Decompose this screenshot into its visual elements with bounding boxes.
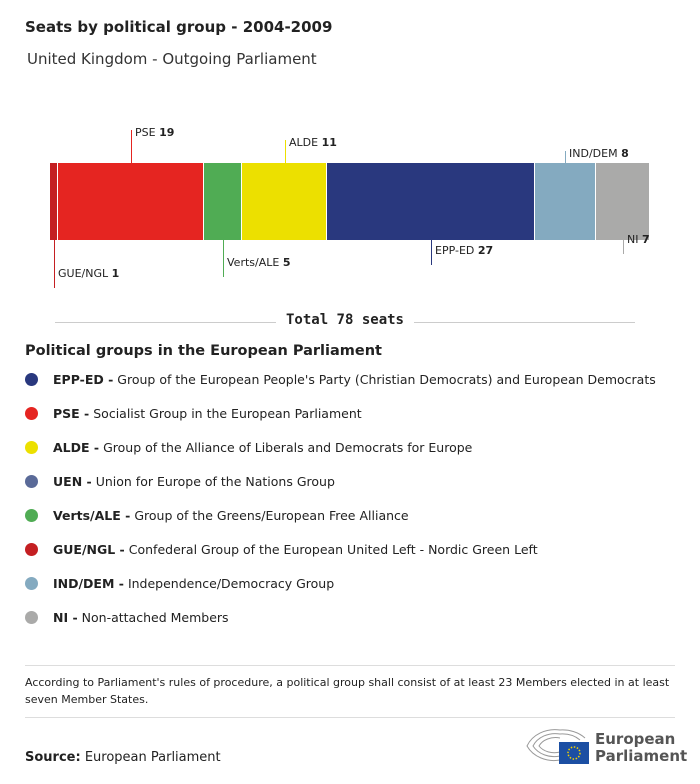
leader-line <box>623 240 624 254</box>
legend-abbr: EPP-ED - <box>53 372 114 387</box>
logo-text: Parliament <box>595 747 688 765</box>
legend-abbr: GUE/NGL - <box>53 542 125 557</box>
bar-segment-alde <box>242 163 327 240</box>
chart-title: Seats by political group - 2004-2009 <box>25 18 333 36</box>
legend-dot-icon <box>25 475 38 488</box>
legend-dot-icon <box>25 509 38 522</box>
legend-dot-icon <box>25 611 38 624</box>
legend-name: Confederal Group of the European United … <box>128 542 538 557</box>
bar-segment-ni <box>596 163 650 240</box>
bar-segment-pse <box>57 163 204 240</box>
data-label: ALDE 11 <box>289 136 337 149</box>
stacked-bar-chart: GUE/NGL 1 PSE 19 Verts/ALE 5 ALDE 11 EPP-ED … <box>0 0 700 300</box>
source-value: European Parliament <box>84 750 221 765</box>
data-label: IND/DEM 8 <box>569 147 629 160</box>
legend-item: EPP-ED - Group of the European People's P… <box>25 372 656 387</box>
legend-item: IND/DEM - Independence/Democracy Group <box>25 576 334 591</box>
bar-segment-verts-ale <box>203 163 243 240</box>
leader-line <box>565 151 566 163</box>
legend-dot-icon <box>25 543 38 556</box>
leader-line <box>223 240 224 277</box>
legend-title: Political groups in the European Parliam… <box>25 343 382 359</box>
data-label: Verts/ALE 5 <box>227 256 291 269</box>
bar-segment-ind-dem <box>534 163 597 240</box>
legend-abbr: NI - <box>53 610 78 625</box>
chart-subtitle: United Kingdom - Outgoing Parliament <box>27 50 317 68</box>
bar-segment-gue-ngl <box>50 163 58 240</box>
legend-abbr: ALDE - <box>53 440 100 455</box>
legend-name: Union for Europe of the Nations Group <box>95 474 335 489</box>
divider <box>25 665 675 666</box>
data-label: NI 7 <box>627 233 650 246</box>
legend-item: GUE/NGL - Confederal Group of the Europea… <box>25 542 538 557</box>
legend-item: PSE - Socialist Group in the European Par… <box>25 406 362 421</box>
leader-line <box>131 130 132 163</box>
logo-text: European <box>595 730 676 748</box>
hemicycle-flag-icon <box>526 729 589 764</box>
legend-name: Socialist Group in the European Parliame… <box>93 406 362 421</box>
source: Source: European Parliament <box>25 750 221 765</box>
total-label: Total 78 seats <box>275 312 414 328</box>
legend-abbr: PSE - <box>53 406 90 421</box>
divider <box>25 717 675 718</box>
european-parliament-logo: European Parliament <box>525 728 688 768</box>
leader-line <box>54 240 55 288</box>
legend-name: Group of the Greens/European Free Allian… <box>134 508 409 523</box>
legend-dot-icon <box>25 407 38 420</box>
legend-item: ALDE - Group of the Alliance of Liberals … <box>25 440 472 455</box>
data-label: EPP-ED 27 <box>435 244 494 257</box>
legend-name: Group of the Alliance of Liberals and De… <box>103 440 473 455</box>
legend-dot-icon <box>25 577 38 590</box>
legend-dot-icon <box>25 373 38 386</box>
total-row: Total 78 seats <box>55 312 635 332</box>
bar-segment-epp-ed <box>326 163 535 240</box>
legend-dot-icon <box>25 441 38 454</box>
legend-name: Independence/Democracy Group <box>127 576 335 591</box>
leader-line <box>431 240 432 265</box>
source-label: Source: <box>25 750 81 765</box>
footnote: According to Parliament's rules of proce… <box>25 676 670 706</box>
data-label: PSE 19 <box>135 126 175 139</box>
data-label: GUE/NGL 1 <box>58 267 120 280</box>
legend-item: Verts/ALE - Group of the Greens/European … <box>25 508 409 523</box>
legend-abbr: IND/DEM - <box>53 576 124 591</box>
legend-item: UEN - Union for Europe of the Nations Gro… <box>25 474 335 489</box>
leader-line <box>285 140 286 163</box>
legend-name: Non-attached Members <box>81 610 229 625</box>
legend-abbr: UEN - <box>53 474 92 489</box>
legend-abbr: Verts/ALE - <box>53 508 131 523</box>
legend-name: Group of the European People's Party (Ch… <box>117 372 656 387</box>
legend-item: NI - Non-attached Members <box>25 610 229 625</box>
